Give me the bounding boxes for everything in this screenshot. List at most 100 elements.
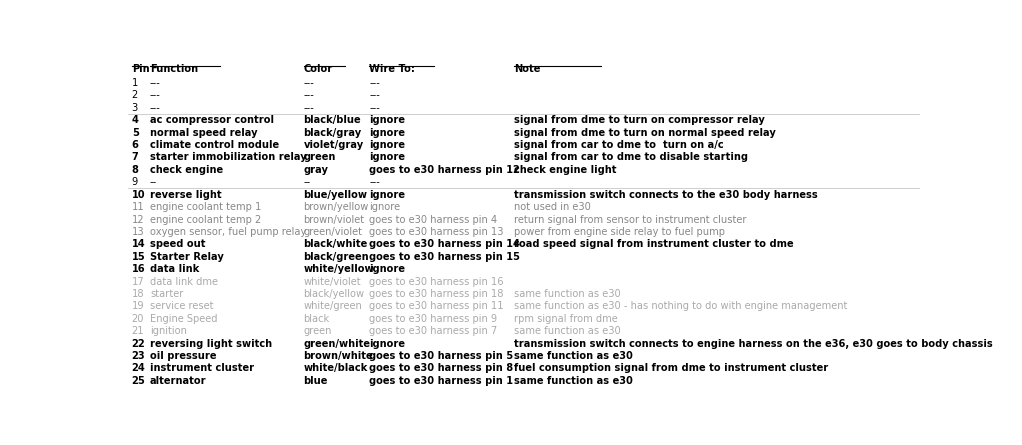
Text: return signal from sensor to instrument cluster: return signal from sensor to instrument … xyxy=(514,214,747,225)
Text: engine coolant temp 2: engine coolant temp 2 xyxy=(150,214,262,225)
Text: white/violet: white/violet xyxy=(304,276,361,287)
Text: brown/yellow: brown/yellow xyxy=(304,202,369,212)
Text: data link: data link xyxy=(150,264,199,274)
Text: ---: --- xyxy=(150,78,160,88)
Text: green/violet: green/violet xyxy=(304,227,363,237)
Text: goes to e30 harness pin 4: goes to e30 harness pin 4 xyxy=(369,214,498,225)
Text: ---: --- xyxy=(369,78,380,88)
Text: goes to e30 harness pin 1: goes to e30 harness pin 1 xyxy=(369,376,513,386)
Text: 18: 18 xyxy=(132,289,144,299)
Text: 11: 11 xyxy=(132,202,144,212)
Text: green: green xyxy=(304,326,332,336)
Text: not used in e30: not used in e30 xyxy=(514,202,591,212)
Text: 24: 24 xyxy=(132,364,145,373)
Text: same function as e30: same function as e30 xyxy=(514,289,621,299)
Text: oxygen sensor, fuel pump relay: oxygen sensor, fuel pump relay xyxy=(150,227,307,237)
Text: ---: --- xyxy=(150,90,160,101)
Text: ignore: ignore xyxy=(369,128,406,138)
Text: 4: 4 xyxy=(132,115,139,125)
Text: ---: --- xyxy=(369,103,380,113)
Text: service reset: service reset xyxy=(150,301,214,312)
Text: reversing light switch: reversing light switch xyxy=(150,339,272,348)
Text: 9: 9 xyxy=(132,177,138,187)
Text: check engine: check engine xyxy=(150,165,223,175)
Text: black/gray: black/gray xyxy=(304,128,362,138)
Text: same function as e30: same function as e30 xyxy=(514,326,621,336)
Text: 15: 15 xyxy=(132,252,145,262)
Text: starter: starter xyxy=(150,289,183,299)
Text: blue/yellow: blue/yellow xyxy=(304,190,368,200)
Text: black/white: black/white xyxy=(304,239,368,249)
Text: rpm signal from dme: rpm signal from dme xyxy=(514,314,618,324)
Text: ignore: ignore xyxy=(369,115,406,125)
Text: 16: 16 xyxy=(132,264,145,274)
Text: goes to e30 harness pin 18: goes to e30 harness pin 18 xyxy=(369,289,504,299)
Text: 12: 12 xyxy=(132,214,144,225)
Text: same function as e30: same function as e30 xyxy=(514,351,634,361)
Text: ignore: ignore xyxy=(369,339,406,348)
Text: black/blue: black/blue xyxy=(304,115,361,125)
Text: Color: Color xyxy=(304,65,333,74)
Text: transmission switch connects to engine harness on the e36, e30 goes to body chas: transmission switch connects to engine h… xyxy=(514,339,993,348)
Text: 21: 21 xyxy=(132,326,144,336)
Text: violet/gray: violet/gray xyxy=(304,140,364,150)
Text: alternator: alternator xyxy=(150,376,206,386)
Text: 3: 3 xyxy=(132,103,138,113)
Text: ---: --- xyxy=(304,90,315,101)
Text: ---: --- xyxy=(304,103,315,113)
Text: ---: --- xyxy=(304,78,315,88)
Text: ignore: ignore xyxy=(369,140,406,150)
Text: 19: 19 xyxy=(132,301,144,312)
Text: gray: gray xyxy=(304,165,329,175)
Text: fuel consumption signal from dme to instrument cluster: fuel consumption signal from dme to inst… xyxy=(514,364,829,373)
Text: signal from dme to turn on normal speed relay: signal from dme to turn on normal speed … xyxy=(514,128,776,138)
Text: speed out: speed out xyxy=(150,239,205,249)
Text: blue: blue xyxy=(304,376,328,386)
Text: ac compressor control: ac compressor control xyxy=(150,115,274,125)
Text: white/black: white/black xyxy=(304,364,368,373)
Text: Engine Speed: Engine Speed xyxy=(150,314,218,324)
Text: 22: 22 xyxy=(132,339,145,348)
Text: brown/white: brown/white xyxy=(304,351,373,361)
Text: black/green: black/green xyxy=(304,252,369,262)
Text: data link dme: data link dme xyxy=(150,276,218,287)
Text: goes to e30 harness pin 11: goes to e30 harness pin 11 xyxy=(369,301,504,312)
Text: signal from car to dme to disable starting: signal from car to dme to disable starti… xyxy=(514,153,748,162)
Text: green: green xyxy=(304,153,336,162)
Text: signal from car to dme to  turn on a/c: signal from car to dme to turn on a/c xyxy=(514,140,724,150)
Text: reverse light: reverse light xyxy=(150,190,222,200)
Text: 25: 25 xyxy=(132,376,145,386)
Text: white/yellow: white/yellow xyxy=(304,264,374,274)
Text: instrument cluster: instrument cluster xyxy=(150,364,254,373)
Text: 7: 7 xyxy=(132,153,138,162)
Text: Wire To:: Wire To: xyxy=(369,65,415,74)
Text: ignore: ignore xyxy=(369,153,406,162)
Text: same function as e30: same function as e30 xyxy=(514,376,634,386)
Text: starter immobilization relay: starter immobilization relay xyxy=(150,153,307,162)
Text: 17: 17 xyxy=(132,276,144,287)
Text: ---: --- xyxy=(369,90,380,101)
Text: goes to e30 harness pin 16: goes to e30 harness pin 16 xyxy=(369,276,504,287)
Text: Note: Note xyxy=(514,65,541,74)
Text: 13: 13 xyxy=(132,227,144,237)
Text: power from engine side relay to fuel pump: power from engine side relay to fuel pum… xyxy=(514,227,726,237)
Text: goes to e30 harness pin 12: goes to e30 harness pin 12 xyxy=(369,165,520,175)
Text: 6: 6 xyxy=(132,140,139,150)
Text: 23: 23 xyxy=(132,351,145,361)
Text: check engine light: check engine light xyxy=(514,165,616,175)
Text: goes to e30 harness pin 5: goes to e30 harness pin 5 xyxy=(369,351,514,361)
Text: road speed signal from instrument cluster to dme: road speed signal from instrument cluste… xyxy=(514,239,794,249)
Text: ignore: ignore xyxy=(369,264,406,274)
Text: ignition: ignition xyxy=(150,326,187,336)
Text: goes to e30 harness pin 15: goes to e30 harness pin 15 xyxy=(369,252,520,262)
Text: Starter Relay: Starter Relay xyxy=(150,252,224,262)
Text: ignore: ignore xyxy=(369,190,406,200)
Text: ---: --- xyxy=(369,177,380,187)
Text: goes to e30 harness pin 7: goes to e30 harness pin 7 xyxy=(369,326,498,336)
Text: normal speed relay: normal speed relay xyxy=(150,128,258,138)
Text: oil pressure: oil pressure xyxy=(150,351,217,361)
Text: --: -- xyxy=(150,177,157,187)
Text: 1: 1 xyxy=(132,78,138,88)
Text: ---: --- xyxy=(150,103,160,113)
Text: climate control module: climate control module xyxy=(150,140,279,150)
